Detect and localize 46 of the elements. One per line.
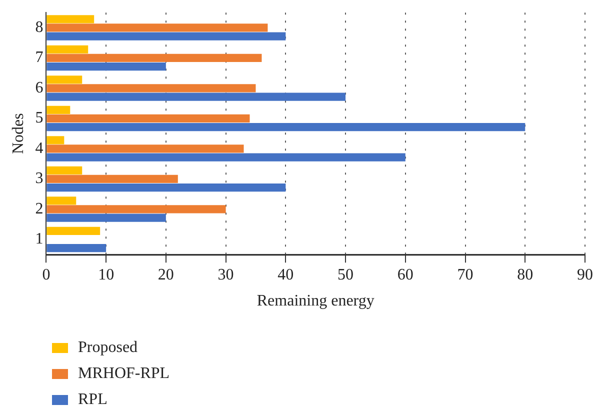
bar xyxy=(46,84,256,92)
y-tick-label: 2 xyxy=(35,200,44,218)
x-tick-label: 40 xyxy=(278,266,294,284)
x-axis-title: Remaining energy xyxy=(256,292,374,310)
y-tick-label: 4 xyxy=(35,140,44,157)
legend-label: MRHOF-RPL xyxy=(78,365,170,383)
x-tick-label: 70 xyxy=(457,266,474,284)
legend-label: Proposed xyxy=(78,339,138,357)
bar xyxy=(46,136,64,144)
x-tick-label: 80 xyxy=(517,266,534,284)
x-tick-label: 10 xyxy=(98,266,114,284)
x-tick-label: 30 xyxy=(218,266,234,284)
x-tick-label: 50 xyxy=(338,266,354,284)
bar xyxy=(46,205,226,214)
y-tick-label: 3 xyxy=(35,170,44,188)
bar xyxy=(46,166,82,174)
y-tick-label: 6 xyxy=(35,79,44,96)
bar xyxy=(46,244,106,252)
x-tick-label: 90 xyxy=(577,266,593,284)
x-tick-label: 60 xyxy=(397,266,414,284)
bar xyxy=(46,196,76,205)
bar xyxy=(46,226,100,235)
x-tick-label: 20 xyxy=(158,266,174,284)
y-tick-label: 1 xyxy=(35,230,44,248)
bar xyxy=(46,32,286,40)
bar xyxy=(46,92,346,101)
bar xyxy=(46,24,268,32)
y-tick-label: 5 xyxy=(35,110,44,127)
bar xyxy=(46,153,406,162)
bar xyxy=(46,54,262,62)
y-tick-label: 8 xyxy=(35,18,44,36)
bar xyxy=(46,114,250,123)
x-tick-label: 0 xyxy=(42,266,50,284)
bar xyxy=(46,106,70,114)
bar xyxy=(46,144,244,153)
bar xyxy=(46,45,88,54)
bar xyxy=(46,122,526,132)
bar xyxy=(46,62,166,71)
legend-label: RPL xyxy=(78,391,108,409)
bar xyxy=(46,76,82,84)
bar xyxy=(46,15,94,24)
bar xyxy=(46,174,178,184)
y-tick-label: 7 xyxy=(35,49,44,66)
bar xyxy=(46,214,166,222)
bar xyxy=(46,183,286,192)
y-axis-title: Nodes xyxy=(10,113,27,154)
